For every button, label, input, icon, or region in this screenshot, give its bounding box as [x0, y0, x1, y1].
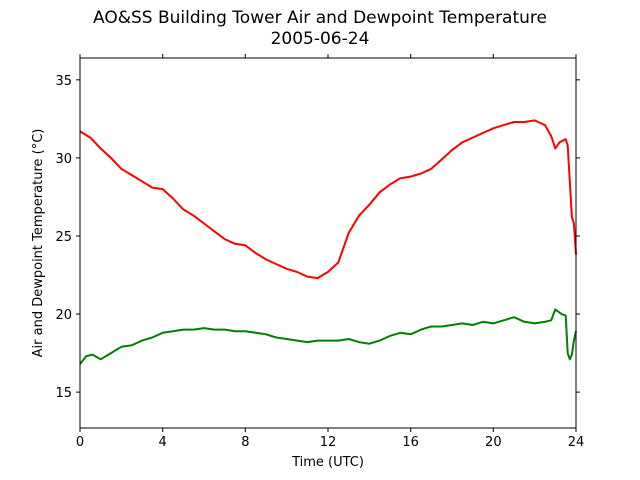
y-tick-label: 25 — [55, 230, 72, 245]
y-axis: 15 20 25 30 35 — [55, 74, 580, 401]
x-tick-label: 0 — [76, 435, 84, 450]
plot-lines — [79, 119, 577, 365]
x-tick-label: 16 — [402, 435, 419, 450]
x-tick-label: 4 — [159, 435, 167, 450]
chart-subtitle: 2005-06-24 — [270, 29, 370, 49]
plot-frame — [79, 57, 577, 429]
x-tick-label: 12 — [320, 435, 337, 450]
x-axis-label: Time (UTC) — [291, 455, 364, 470]
x-tick-label: 24 — [568, 435, 585, 450]
x-tick-label: 8 — [241, 435, 249, 450]
series-line-2 — [79, 308, 577, 365]
series-line-1 — [79, 119, 577, 280]
x-tick-label: 20 — [485, 435, 502, 450]
y-tick-label: 30 — [55, 152, 72, 167]
y-tick-label: 20 — [55, 308, 72, 323]
chart-title: AO&SS Building Tower Air and Dewpoint Te… — [92, 8, 547, 28]
y-axis-label: Air and Dewpoint Temperature (°C) — [31, 129, 46, 358]
y-tick-label: 35 — [55, 74, 72, 89]
x-axis: 0 4 8 12 16 20 24 — [76, 54, 584, 450]
y-tick-label: 15 — [55, 386, 72, 401]
